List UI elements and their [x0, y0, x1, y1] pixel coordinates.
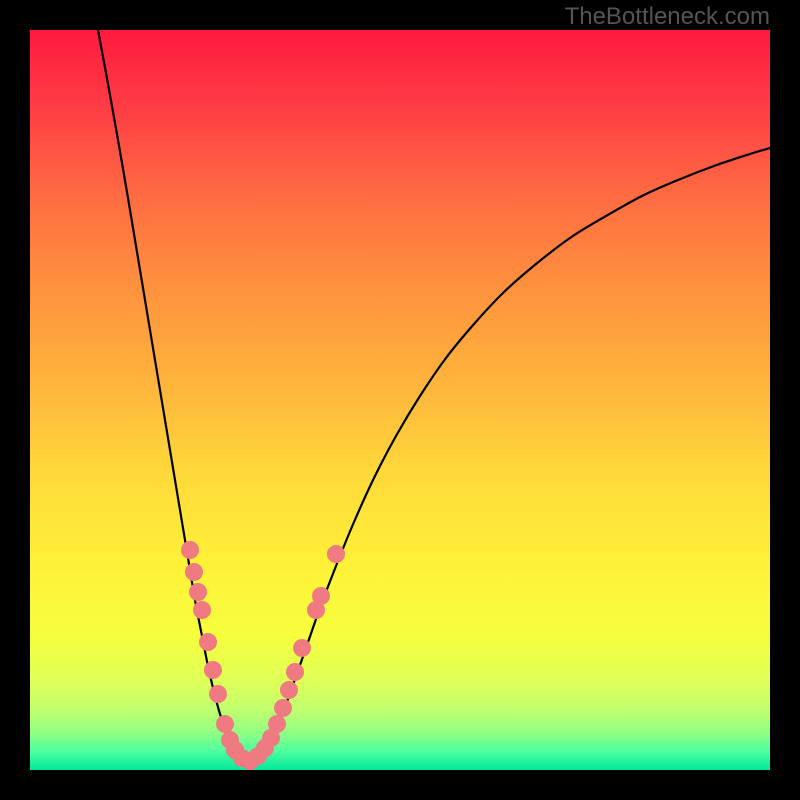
curve-marker — [274, 699, 292, 717]
curve-marker — [216, 715, 234, 733]
curve-marker — [293, 639, 311, 657]
v-curve-path — [98, 30, 770, 761]
curve-marker — [199, 633, 217, 651]
curve-marker — [189, 583, 207, 601]
curve-marker — [280, 681, 298, 699]
curve-marker — [181, 541, 199, 559]
plot-area — [30, 30, 770, 770]
curve-marker — [312, 587, 330, 605]
watermark-text: TheBottleneck.com — [565, 3, 770, 31]
curve-marker — [327, 545, 345, 563]
curve-marker — [286, 663, 304, 681]
curve-marker — [268, 715, 286, 733]
curve-marker — [209, 685, 227, 703]
curve-marker — [185, 563, 203, 581]
chart-svg — [30, 30, 770, 770]
curve-marker — [204, 661, 222, 679]
curve-marker — [193, 601, 211, 619]
